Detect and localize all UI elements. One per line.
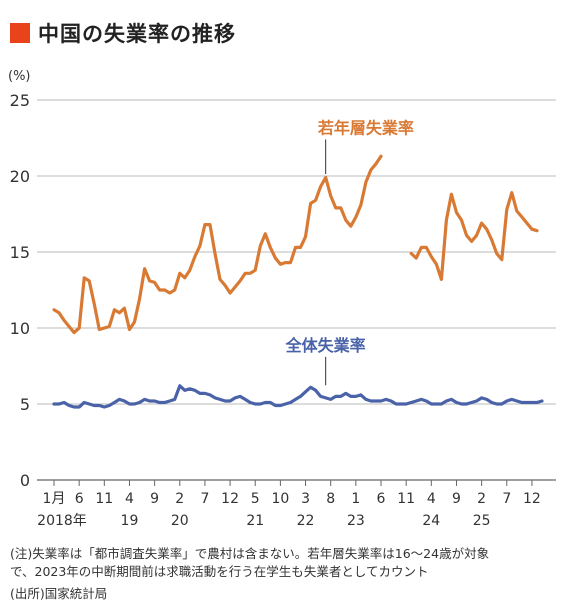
x-tick-month-label: 12	[221, 491, 239, 507]
x-tick-month-label: 4	[427, 491, 436, 507]
x-tick-year-label: 24	[422, 513, 440, 529]
title-block: 中国の失業率の推移	[10, 18, 236, 48]
x-tick-year-label: 21	[246, 513, 264, 529]
y-tick-label: 15	[10, 243, 30, 262]
x-tick-year-label: 20	[171, 513, 189, 529]
x-tick-year-label: 22	[297, 513, 315, 529]
note-line-1: (注)失業率は「都市調査失業率」で農村は含まない。若年層失業率は16～24歳が対…	[10, 546, 490, 561]
y-tick-label: 5	[20, 395, 30, 414]
x-tick-year-label: 25	[473, 513, 491, 529]
x-tick-month-label: 7	[502, 491, 511, 507]
series-line-2	[52, 384, 544, 409]
x-tick-month-label: 9	[150, 491, 159, 507]
x-tick-month-label: 1	[351, 491, 360, 507]
x-tick-month-label: 5	[251, 491, 260, 507]
x-tick-month-label: 6	[377, 491, 386, 507]
x-tick-year-label: 19	[121, 513, 139, 529]
x-tick-month-label: 11	[95, 491, 113, 507]
x-tick-month-label: 3	[301, 491, 310, 507]
x-tick-month-label: 4	[125, 491, 134, 507]
y-tick-label: 20	[10, 167, 30, 186]
series-label: 全体失業率	[285, 336, 366, 355]
y-tick-label: 25	[10, 91, 30, 110]
x-tick-month-label: 1月	[43, 491, 66, 507]
x-tick-month-label: 11	[397, 491, 415, 507]
y-axis-unit-label: (%)	[8, 69, 31, 84]
source-line: (出所)国家統計局	[10, 586, 108, 601]
x-tick-month-label: 10	[271, 491, 289, 507]
x-tick-month-label: 2	[477, 491, 486, 507]
series-line-1	[409, 191, 539, 281]
x-tick-month-label: 7	[200, 491, 209, 507]
title-marker	[10, 23, 30, 43]
x-tick-month-label: 8	[326, 491, 335, 507]
x-tick-month-label: 2	[175, 491, 184, 507]
y-tick-label: 10	[10, 319, 30, 338]
x-tick-month-label: 9	[452, 491, 461, 507]
chart-title: 中国の失業率の推移	[38, 22, 236, 46]
y-tick-label: 0	[20, 471, 30, 490]
x-tick-year-label: 2018年	[37, 513, 87, 529]
x-tick-year-label: 23	[347, 513, 365, 529]
series-line-1	[52, 154, 383, 335]
x-tick-month-label: 6	[75, 491, 84, 507]
x-tick-month-label: 12	[523, 491, 541, 507]
series-label: 若年層失業率	[317, 118, 414, 137]
note-line-2: で、2023年の中断期間前は求職活動を行う在学生も失業者としてカウント	[10, 564, 429, 579]
